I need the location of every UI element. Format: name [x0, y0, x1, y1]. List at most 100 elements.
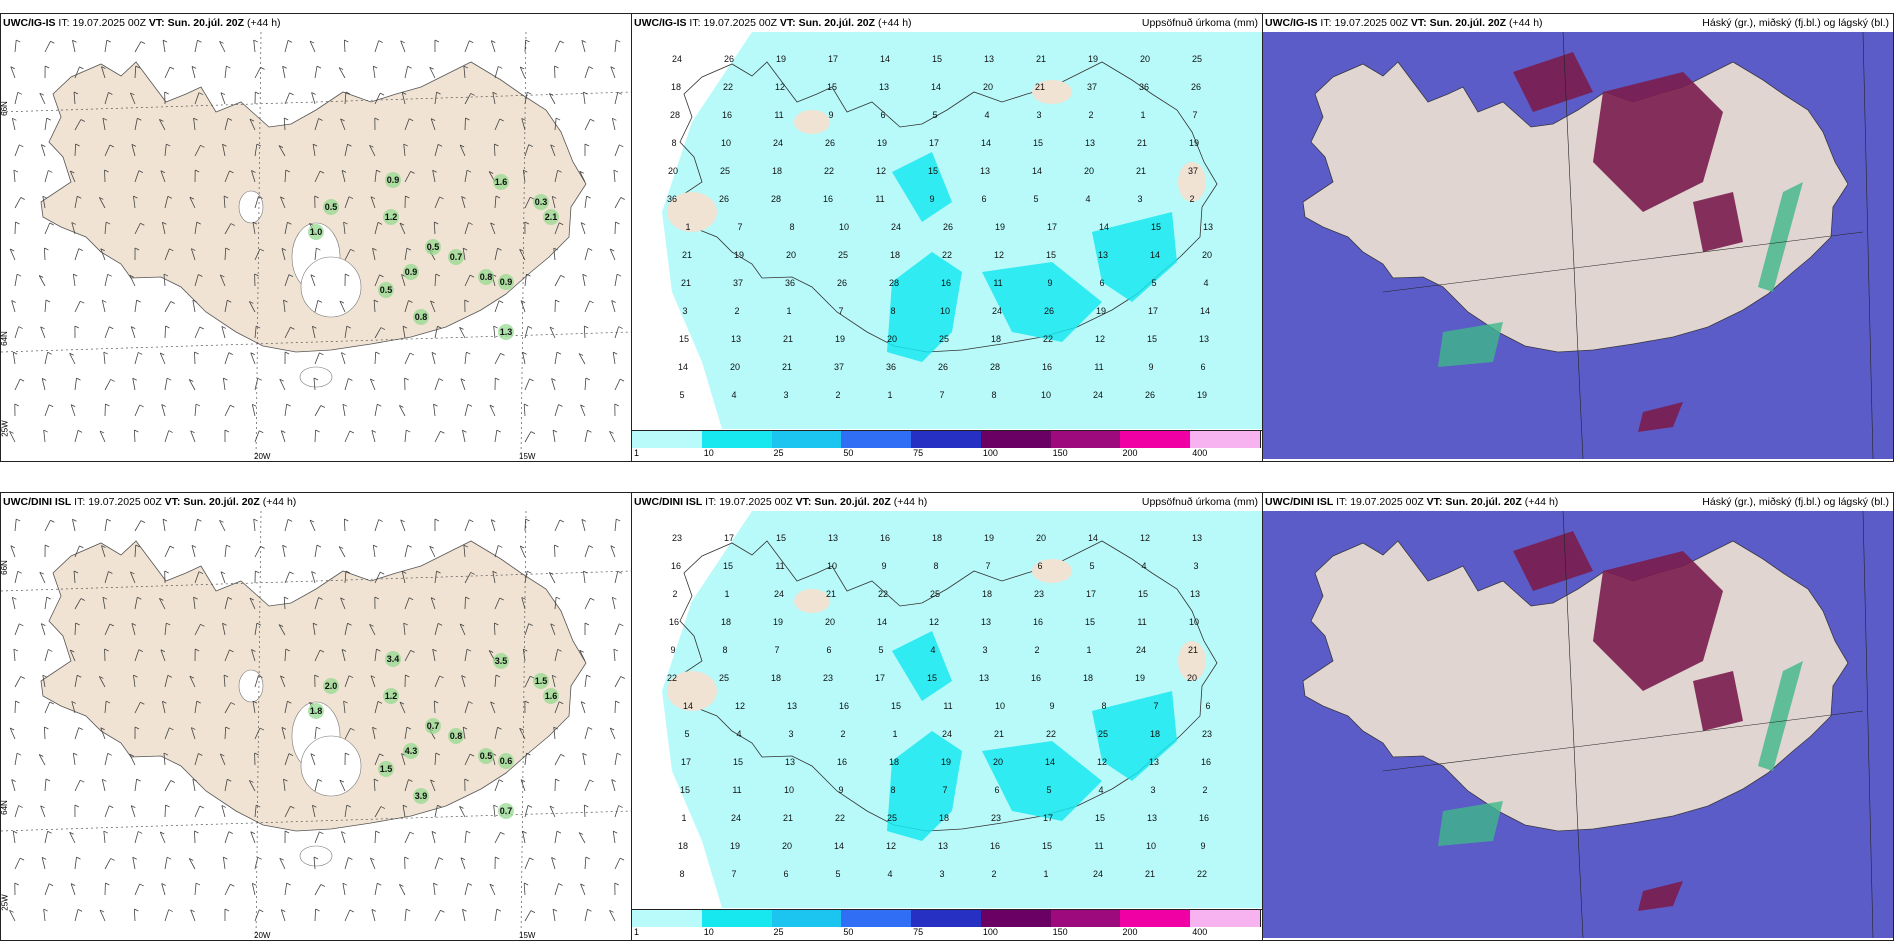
wind-barb-feather: [552, 195, 557, 199]
wind-barb-feather: [226, 544, 231, 548]
wind-barb: [583, 804, 586, 818]
wind-barb: [134, 65, 137, 79]
wind-barb: [74, 430, 79, 443]
wind-barb-feather: [70, 404, 76, 408]
wind-barb-feather: [286, 403, 291, 407]
wind-barb: [163, 274, 166, 287]
wind-barb: [314, 429, 316, 443]
wind-barb-feather: [73, 570, 79, 574]
wind-barb: [524, 92, 528, 105]
wind-barb: [39, 93, 46, 105]
wind-barb: [584, 66, 590, 79]
wind-barb-feather: [521, 118, 526, 121]
precip-value-label: 4: [731, 390, 736, 400]
wind-barb: [189, 675, 196, 688]
precip-value-label: 2: [840, 729, 845, 739]
wind-barb-feather: [194, 169, 200, 173]
colorbar-label: 200: [1122, 448, 1138, 458]
precip-value-label: 15: [932, 54, 942, 64]
wind-barb: [254, 67, 261, 79]
precip-value-label: 10: [784, 785, 794, 795]
wind-barb-feather: [466, 648, 472, 652]
wind-barb-feather: [80, 598, 86, 601]
wind-barb: [133, 675, 136, 688]
wind-barb-feather: [492, 570, 497, 574]
wind-barb-feather: [100, 727, 105, 731]
wind-barb: [130, 571, 136, 584]
wind-barb: [344, 857, 349, 870]
wind-barb: [131, 623, 136, 636]
wind-barb-feather: [435, 752, 441, 756]
model-name: UWC/DINI ISL: [634, 496, 703, 508]
wind-barb: [74, 857, 77, 870]
wind-barb-feather: [610, 545, 615, 549]
wind-barb-feather: [9, 909, 14, 913]
precip-value-label: 4: [736, 729, 741, 739]
precip-value-label: 21: [1137, 138, 1147, 148]
wind-barb-feather: [227, 597, 233, 600]
wind-barb-feather: [223, 377, 228, 381]
precip-spot: [385, 651, 401, 667]
wind-barb-feather: [254, 273, 259, 277]
wind-barb-feather: [492, 91, 497, 95]
wind-barb-feather: [530, 675, 535, 679]
wind-barb: [434, 378, 440, 391]
wind-barb-feather: [348, 378, 353, 381]
precip-value-label: 12: [1140, 533, 1150, 543]
wind-barb-feather: [461, 675, 466, 678]
wind-barb-feather: [559, 40, 565, 44]
wind-barb: [374, 351, 377, 365]
wind-barb-feather: [346, 804, 351, 808]
precip-value-label: 21: [1036, 54, 1046, 64]
wind-barb-feather: [494, 622, 499, 626]
wind-value-label: 0.3: [535, 197, 548, 207]
precip-value-label: 8: [789, 222, 794, 232]
wind-barb: [554, 883, 559, 896]
wind-barb: [344, 92, 347, 105]
wind-barb-feather: [524, 221, 530, 225]
it-value: 19.07.2025 00Z: [719, 496, 793, 508]
wind-barb: [74, 196, 78, 209]
wind-barb: [554, 65, 556, 79]
mid-cloud-area: [1593, 551, 1723, 691]
wind-barb-feather: [341, 831, 346, 834]
wind-barb: [101, 545, 106, 558]
wind-barb: [224, 726, 227, 740]
vt-label: VT:: [795, 496, 812, 508]
wind-barb: [344, 909, 351, 922]
iceland-land: [40, 540, 587, 832]
wind-barb-feather: [14, 882, 19, 886]
wind-barb-feather: [585, 856, 591, 860]
precip-value-label: 22: [1046, 729, 1056, 739]
wind-barb: [609, 727, 616, 740]
wind-barb: [129, 754, 136, 766]
precip-value-label: 4: [887, 869, 892, 879]
precip-value-label: 9: [929, 194, 934, 204]
wind-barb: [372, 248, 376, 261]
graticule-line: [1382, 710, 1864, 772]
precip-value-label: 12: [1097, 757, 1107, 767]
wind-barb-feather: [192, 778, 198, 782]
precip-value-label: 19: [734, 250, 744, 260]
wind-barb: [74, 301, 81, 313]
colorbar-swatch: [980, 910, 1052, 927]
wind-barb-feather: [74, 325, 80, 329]
precip-value-label: 22: [723, 82, 733, 92]
wind-barb-feather: [19, 144, 24, 148]
cloud-map: [1263, 511, 1893, 938]
wind-barb-feather: [341, 649, 347, 652]
precip-value-label: 22: [835, 813, 845, 823]
precip-value-label: 13: [1098, 250, 1108, 260]
wind-barb-feather: [399, 701, 405, 705]
wind-barb: [584, 727, 589, 740]
wind-barb-feather: [585, 377, 591, 381]
wind-barb: [134, 702, 141, 714]
wind-barb: [134, 649, 140, 662]
precip-value-label: 18: [678, 841, 688, 851]
wind-barb-feather: [10, 545, 15, 549]
wind-barb: [614, 519, 617, 532]
wind-value-label: 0.8: [415, 312, 428, 322]
wind-barb: [194, 830, 196, 844]
mid-cloud-area: [1513, 52, 1593, 112]
wind-barb-feather: [189, 196, 195, 200]
